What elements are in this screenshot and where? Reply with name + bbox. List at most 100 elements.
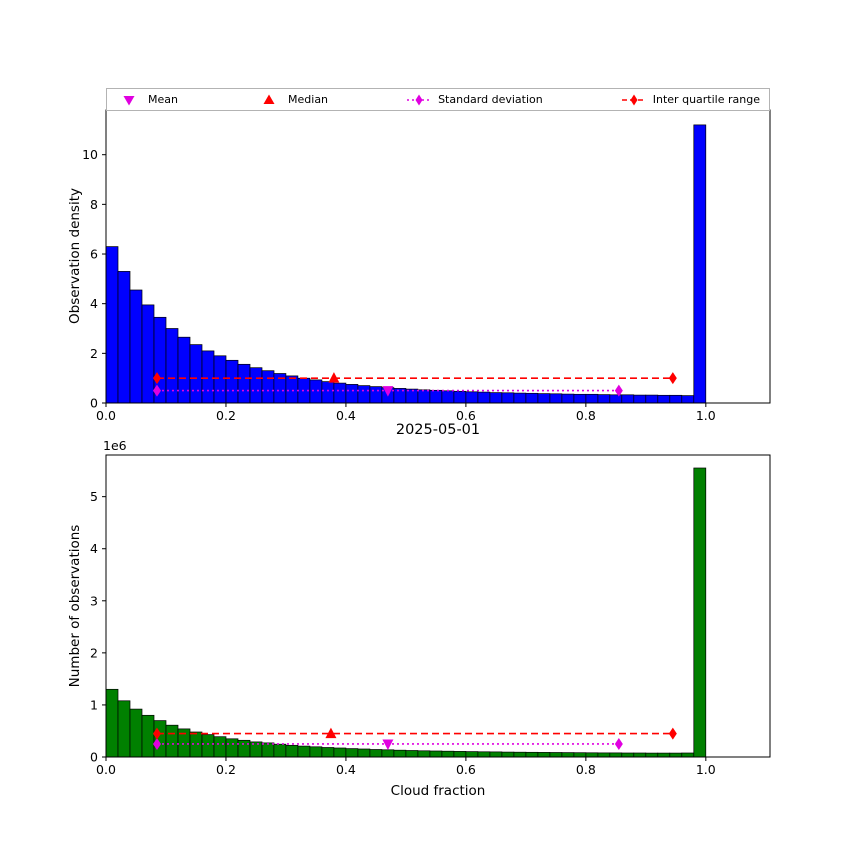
histogram-bar (333, 382, 347, 404)
histogram-bar (249, 367, 263, 404)
histogram-bar (453, 751, 467, 758)
histogram-bar (501, 751, 515, 758)
legend-item-median: Median (256, 93, 328, 107)
histogram-bar (669, 394, 683, 404)
y-tick-label: 3 (90, 593, 98, 608)
x-tick-label: 0.6 (456, 762, 476, 777)
histogram-bar (429, 750, 443, 758)
histogram-bar (261, 742, 275, 758)
histogram-bar (261, 370, 275, 404)
histogram-bar (345, 748, 359, 758)
histogram-bar (225, 359, 239, 404)
histogram-bar (141, 304, 155, 404)
histogram-bar (225, 738, 239, 758)
histogram-bar (165, 328, 179, 404)
histogram-bar (597, 752, 611, 758)
histogram-bar (153, 720, 167, 758)
histogram-bar (117, 700, 131, 758)
histogram-bar (177, 336, 191, 404)
histogram-bar (585, 752, 599, 758)
histogram-bar (513, 392, 527, 404)
std-deviation-diamond (614, 384, 623, 397)
histogram-bar (561, 393, 575, 404)
median-marker (328, 372, 340, 383)
median-legend-glyph (263, 94, 275, 104)
histogram-bar (537, 752, 551, 758)
std-deviation-diamond (152, 384, 161, 397)
histogram-bar (441, 390, 455, 404)
histogram-bar (681, 752, 695, 758)
histogram-bar (105, 246, 119, 404)
histogram-bar (309, 746, 323, 758)
legend-label-standard-deviation: Standard deviation (438, 93, 543, 106)
iqr-diamond (668, 372, 677, 385)
x-tick-label: 0.8 (576, 408, 596, 423)
legend-label-inter-quartile-range: Inter quartile range (652, 93, 760, 106)
histogram-bar (621, 394, 635, 404)
mean-legend-glyph (123, 95, 135, 105)
y-tick-label: 10 (82, 147, 98, 162)
x-tick-label: 0.2 (216, 762, 236, 777)
legend-label-median: Median (288, 93, 329, 106)
histogram-bar (285, 375, 299, 404)
histogram-bar (609, 752, 623, 758)
histogram-bar (393, 749, 407, 758)
histogram-bar (393, 388, 407, 404)
histogram-bar (441, 750, 455, 758)
histogram-bar (249, 741, 263, 758)
iqr-legend-glyph (630, 94, 638, 105)
histogram-bar (525, 392, 539, 404)
histogram-bar (573, 752, 587, 758)
observation-density-histogram: 0.0 0.2 0.4 0.6 0.8 1.0 0 2 4 6 8 10 (82, 109, 771, 423)
histogram-bar (201, 734, 215, 758)
histogram-bar (273, 743, 287, 758)
iqr-diamond (668, 727, 677, 740)
histogram-bar (525, 751, 539, 758)
histogram-bar (129, 708, 143, 758)
median-marker-icon (263, 94, 275, 104)
mean-marker-icon (123, 95, 135, 105)
x-tick-label: 0.2 (216, 408, 236, 423)
chart-legend: Mean Median Standard deviation Inter qua… (106, 88, 770, 111)
histogram-bar (621, 752, 635, 758)
iqr-diamond (152, 727, 161, 740)
histogram-bar (693, 467, 707, 758)
histogram-bar (297, 745, 311, 758)
histogram-bar (477, 391, 491, 404)
histogram-bar (237, 363, 251, 404)
iqr-marker-icon (621, 94, 646, 105)
histogram-bar (465, 391, 479, 404)
y-tick-label: 2 (90, 645, 98, 660)
std-legend-glyph (415, 94, 423, 105)
x-tick-label: 0.8 (576, 762, 596, 777)
y-tick-label: 0 (90, 396, 98, 411)
histogram-bar (237, 739, 251, 758)
histogram-bar (105, 688, 119, 758)
legend-item-inter-quartile-range: Inter quartile range (621, 93, 760, 107)
histogram-bar (189, 344, 203, 404)
y-tick-label: 4 (90, 541, 98, 556)
xlabel-cloud-fraction: Cloud fraction (390, 783, 486, 799)
histogram-bar (585, 393, 599, 404)
histogram-bar (369, 749, 383, 758)
histogram-bar (573, 393, 587, 404)
histogram-bar (357, 748, 371, 758)
y-tick-label: 8 (90, 197, 98, 212)
histogram-bar (405, 750, 419, 758)
histogram-bar (489, 751, 503, 758)
histogram-bar (465, 751, 479, 758)
histogram-bar (321, 747, 335, 758)
histogram-bar (501, 392, 515, 404)
histogram-bar (645, 394, 659, 404)
histogram-bar (369, 386, 383, 404)
histogram-bar (429, 389, 443, 404)
histogram-bar (549, 752, 563, 758)
histogram-bar (633, 752, 647, 758)
histogram-bar (129, 289, 143, 404)
median-marker (325, 727, 337, 739)
x-tick-label: 1.0 (696, 408, 716, 423)
histogram-bar (189, 731, 203, 758)
histogram-bar (213, 736, 227, 758)
mean-marker (382, 739, 394, 750)
